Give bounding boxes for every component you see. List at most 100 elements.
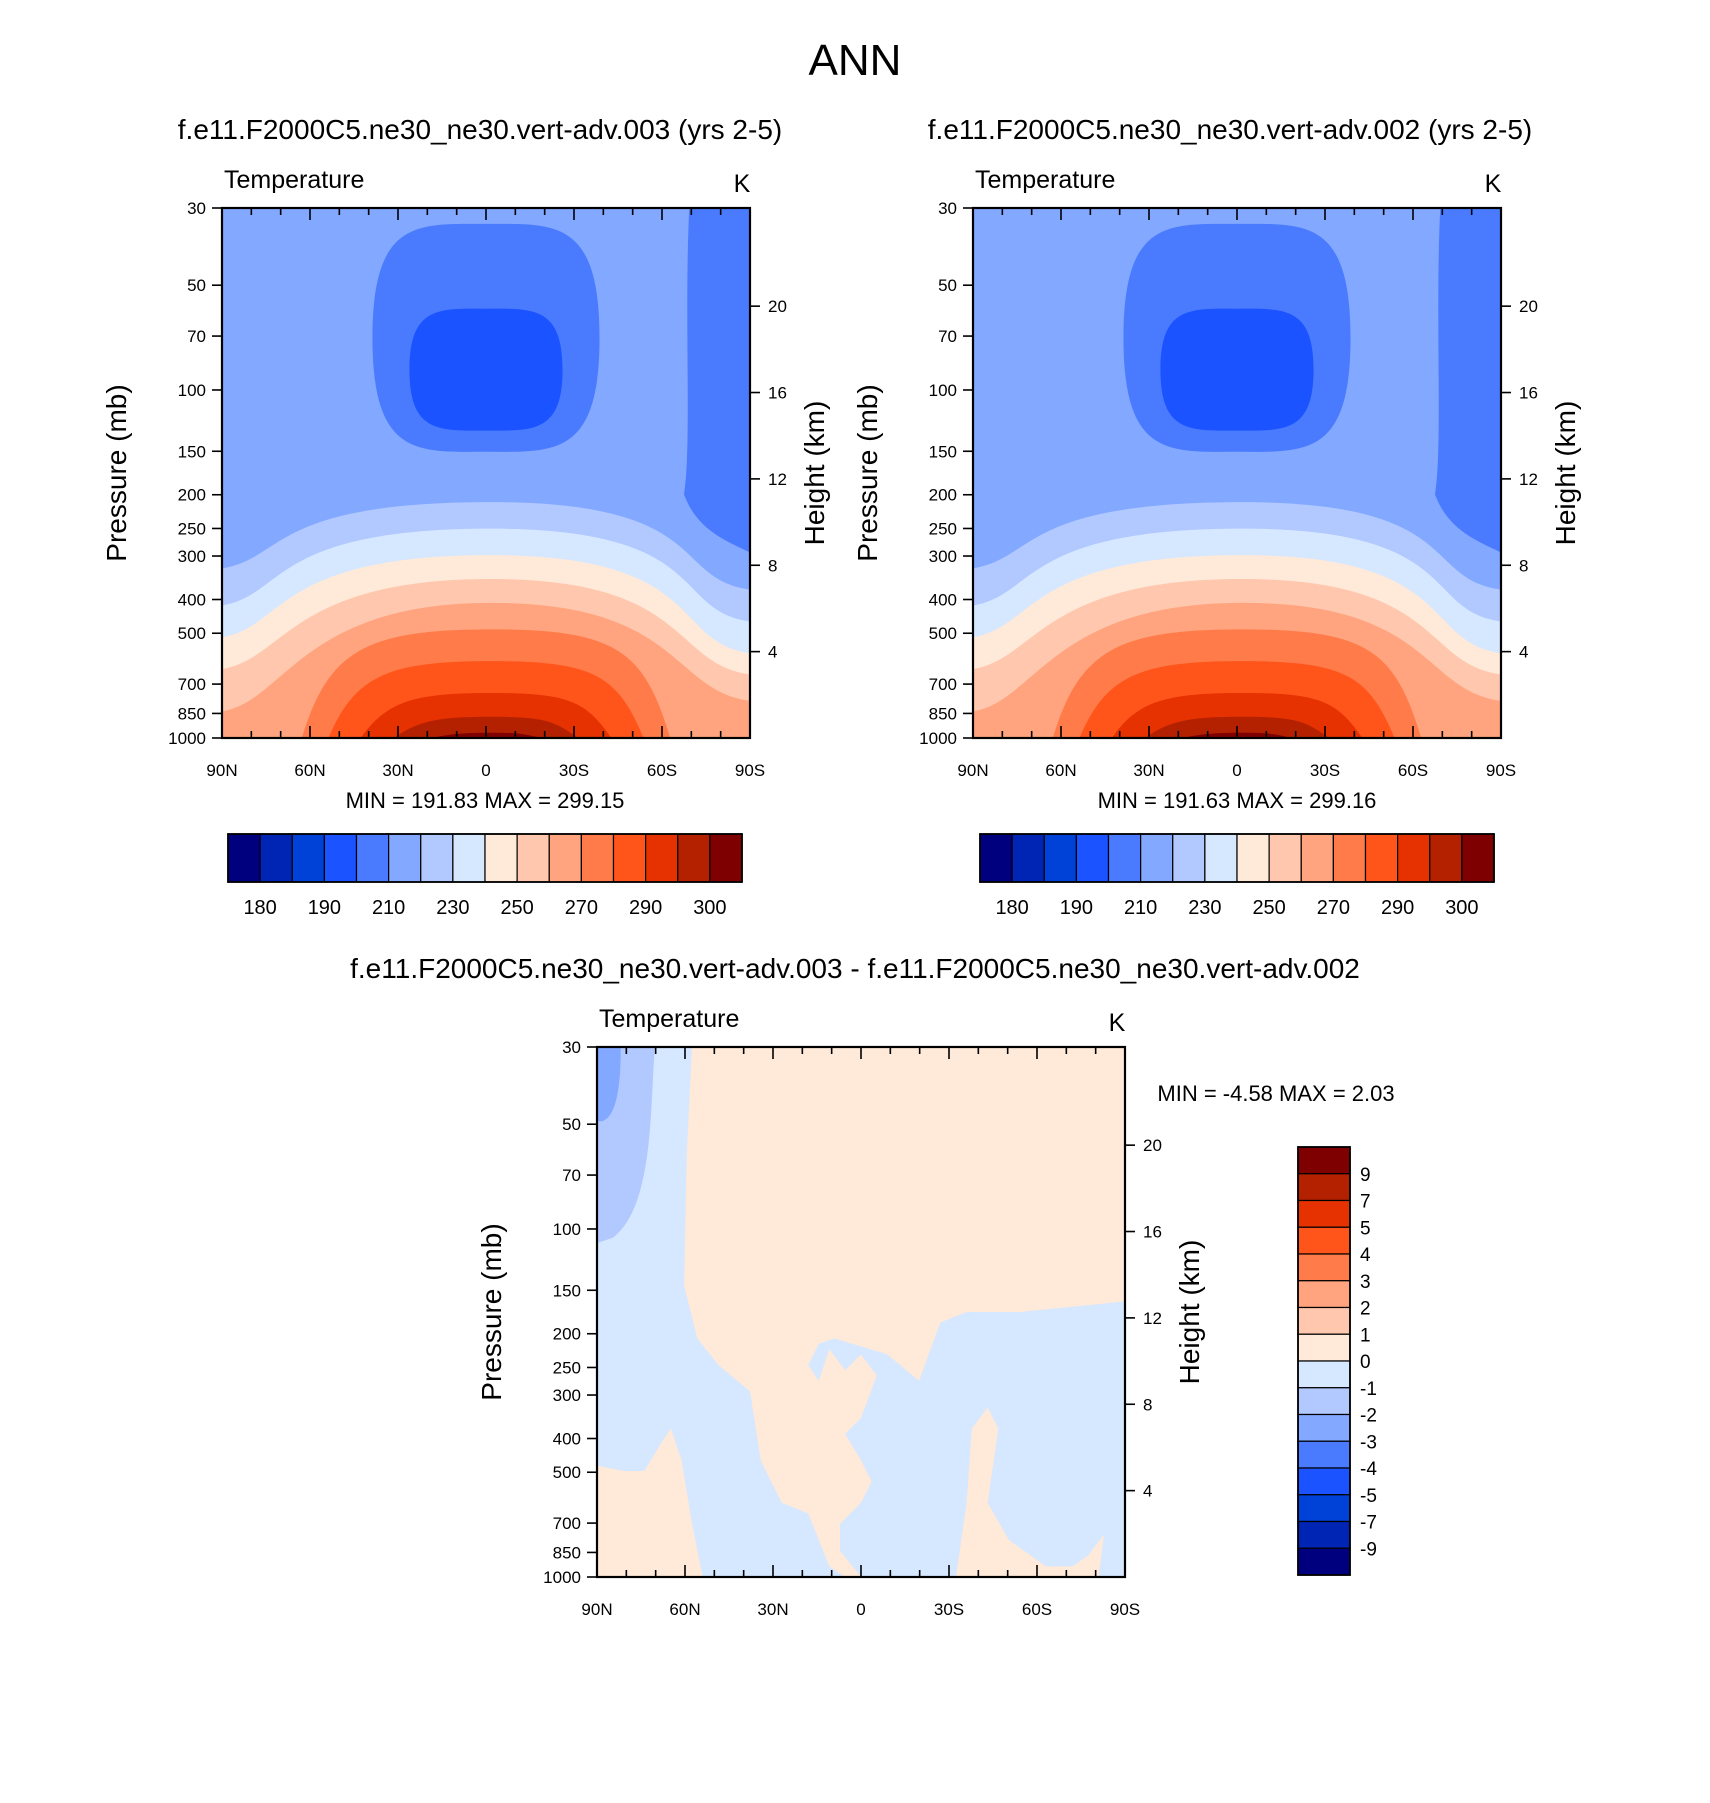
y-tick-label: 400 [929, 591, 957, 610]
colorbar-swatch [1297, 1280, 1351, 1309]
colorbar-swatch [1297, 1333, 1351, 1362]
x-tick-label: 90N [581, 1600, 612, 1619]
negative-region [597, 1047, 1125, 1577]
y2-tick-label: 4 [768, 643, 777, 662]
units-label: K [1485, 170, 1502, 198]
y-tick-label: 1000 [168, 729, 206, 748]
x-tick-label: 90N [957, 761, 988, 780]
colorbar-swatch [259, 833, 293, 883]
y-tick-label: 700 [178, 675, 206, 694]
colorbar-frame [227, 833, 743, 883]
colorbar-label: 210 [372, 897, 405, 919]
colorbar-label: 3 [1360, 1272, 1371, 1293]
y-tick-label: 250 [929, 519, 957, 538]
x-tick-label: 90N [206, 761, 237, 780]
colorbar-label: 300 [693, 897, 726, 919]
colorbar-2: 9 7 5 4 3 2 1 0 -1 -2 -3 -4 -5 -7 -9 [1297, 1146, 1377, 1576]
y2-tick-label: 8 [1143, 1395, 1152, 1414]
y-tick-label: 100 [553, 1220, 581, 1239]
page-title: ANN [808, 36, 902, 85]
colorbar-swatch [227, 833, 261, 883]
y-axis-label: Pressure (mb) [101, 384, 132, 561]
colorbar-label: 5 [1360, 1218, 1371, 1239]
colorbar-label: 190 [1060, 897, 1093, 919]
y2-tick-label: 4 [1143, 1482, 1152, 1501]
colorbar-swatch [1300, 833, 1334, 883]
y2-tick-label: 12 [1519, 470, 1538, 489]
min-max-stats: MIN = 191.83 MAX = 299.15 [346, 788, 625, 813]
cold-core-inner [409, 308, 563, 431]
colorbar-swatch [1332, 833, 1367, 883]
colorbar-swatch [1297, 1199, 1351, 1228]
colorbar-frame [1297, 1146, 1351, 1576]
y-tick-label: 850 [553, 1543, 581, 1562]
colorbar-label: 250 [1252, 897, 1285, 919]
panel-title-model-002: f.e11.F2000C5.ne30_ne30.vert-adv.002 (yr… [927, 114, 1533, 145]
y2-tick-label: 20 [1519, 297, 1538, 316]
y-tick-label: 50 [938, 276, 957, 295]
variable-label: Temperature [224, 166, 364, 194]
y-tick-label: 300 [553, 1386, 581, 1405]
y2-tick-label: 20 [1143, 1136, 1162, 1155]
axes-1: 90N 60N 30N 0 30S 60S 90S 30 50 70 100 150 200 250 300… [852, 166, 1581, 813]
colorbar-swatch [1297, 1173, 1351, 1202]
colorbar-swatch [979, 833, 1013, 883]
colorbar-label: 230 [436, 897, 469, 919]
colorbar-label: 190 [308, 897, 341, 919]
colorbar-swatch [1140, 833, 1174, 883]
colorbar-swatch [612, 833, 647, 883]
colorbar-swatch [548, 833, 582, 883]
colorbar-swatch [1297, 1360, 1351, 1389]
cold-core-inner [1160, 308, 1314, 431]
x-tick-label: 0 [481, 761, 490, 780]
y-tick-label: 100 [178, 381, 206, 400]
panel-title-model-003: f.e11.F2000C5.ne30_ne30.vert-adv.003 (yr… [177, 114, 783, 145]
colorbar-swatch [1429, 833, 1463, 883]
colorbar-swatch [323, 833, 358, 883]
difference-field [597, 1047, 1125, 1577]
colorbar-label: 4 [1360, 1245, 1371, 1266]
colorbar-label: 270 [565, 897, 598, 919]
colorbar-swatch [1297, 1226, 1351, 1255]
y-tick-label: 300 [178, 547, 206, 566]
y-tick-label: 150 [553, 1281, 581, 1300]
temperature-plot-0 [222, 208, 750, 738]
y2-axis-label: Height (km) [799, 401, 830, 546]
colorbar-label: 9 [1360, 1165, 1371, 1186]
panel-title-difference: f.e11.F2000C5.ne30_ne30.vert-adv.003 - f… [350, 953, 1360, 984]
axes-0: 90N 60N 30N 0 30S 60S 90S 30 50 70 100 150 200 250 300… [101, 166, 830, 813]
positive-region-surface [597, 1428, 703, 1577]
y2-tick-label: 12 [1143, 1309, 1162, 1328]
y-tick-label: 1000 [543, 1568, 581, 1587]
y-tick-label: 50 [187, 276, 206, 295]
colorbar-swatch [291, 833, 325, 883]
min-max-stats: MIN = 191.63 MAX = 299.16 [1098, 788, 1377, 813]
y-tick-label: 100 [929, 381, 957, 400]
x-tick-label: 30N [382, 761, 413, 780]
y-tick-label: 850 [178, 704, 206, 723]
x-tick-label: 90S [1486, 761, 1516, 780]
y-tick-label: 30 [938, 199, 957, 218]
y-tick-label: 150 [929, 442, 957, 461]
variable-label: Temperature [975, 166, 1115, 194]
colorbar-label: -9 [1360, 1539, 1377, 1560]
colorbar-label: -4 [1360, 1459, 1377, 1480]
y-tick-label: 150 [178, 442, 206, 461]
temperature-field-0 [222, 208, 750, 738]
y-tick-label: 200 [178, 486, 206, 505]
y2-tick-label: 4 [1519, 643, 1528, 662]
units-label: K [1109, 1009, 1126, 1037]
colorbar-swatch [1297, 1520, 1351, 1549]
y-tick-label: 1000 [919, 729, 957, 748]
colorbar-swatch [1297, 1387, 1351, 1416]
variable-label: Temperature [599, 1005, 739, 1033]
colorbar-swatch [1297, 1253, 1351, 1282]
colorbar-swatch [1268, 833, 1302, 883]
y-tick-label: 200 [553, 1325, 581, 1344]
colorbar-label: 0 [1360, 1352, 1371, 1373]
colorbar-swatch [1297, 1146, 1351, 1175]
y2-tick-label: 16 [1143, 1223, 1162, 1242]
y-axis-label: Pressure (mb) [852, 384, 883, 561]
colorbar-swatch [1297, 1467, 1351, 1496]
